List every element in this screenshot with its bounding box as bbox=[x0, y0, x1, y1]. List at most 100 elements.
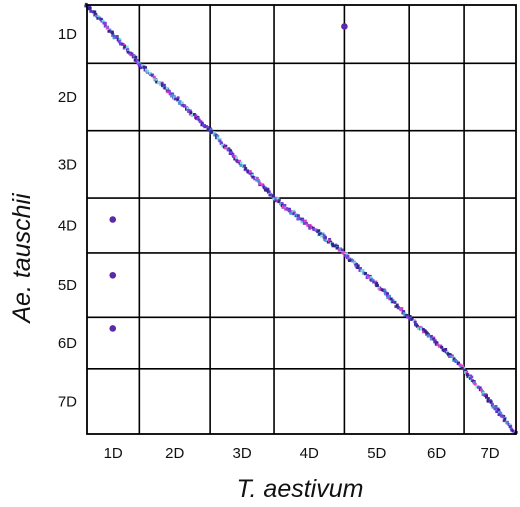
diagonal-point bbox=[348, 259, 351, 263]
diagonal-point bbox=[310, 226, 314, 230]
diagonal-point bbox=[304, 219, 307, 223]
diagonal-point bbox=[162, 83, 166, 87]
diagonal-point bbox=[183, 104, 187, 108]
x-axis-title: T. aestivum bbox=[237, 475, 364, 503]
diagonal-point bbox=[415, 324, 419, 328]
diagonal-point bbox=[144, 66, 147, 69]
outlier-point-4 bbox=[109, 325, 117, 332]
diagonal-point bbox=[351, 259, 355, 262]
diagonal-point bbox=[164, 86, 167, 90]
diagonal-point bbox=[495, 410, 499, 414]
diagonal-point bbox=[209, 128, 213, 132]
diagonal-point bbox=[239, 164, 243, 167]
diagonal-point bbox=[216, 136, 220, 140]
diagonal-point bbox=[146, 69, 150, 73]
x-tick-label: 2D bbox=[165, 445, 184, 462]
diagonal-point bbox=[491, 402, 494, 406]
diagonal-point bbox=[452, 357, 456, 361]
diagonal-point bbox=[487, 397, 490, 400]
diagonal-point bbox=[300, 220, 304, 224]
diagonal-point bbox=[116, 38, 120, 42]
diagonal-point bbox=[150, 73, 154, 77]
x-tick-labels: 1D 2D 3D 4D 5D 6D 7D bbox=[104, 445, 500, 462]
diagonal-point bbox=[190, 114, 194, 117]
diagonal-point bbox=[410, 317, 414, 321]
diagonal-point bbox=[478, 386, 482, 390]
off-diagonal-points bbox=[109, 23, 348, 332]
diagonal-point bbox=[266, 187, 270, 191]
diagonal-point bbox=[346, 254, 350, 258]
diagonal-point bbox=[173, 97, 177, 101]
diagonal-point bbox=[361, 268, 365, 272]
diagonal-point bbox=[250, 172, 254, 176]
diagonal-point bbox=[505, 421, 509, 425]
diagonal-point bbox=[170, 94, 173, 98]
diagonal-point bbox=[255, 178, 259, 182]
diagonal-point bbox=[356, 264, 360, 268]
diagonal-point bbox=[364, 272, 368, 275]
diagonal-point bbox=[353, 261, 357, 264]
diagonal-point bbox=[280, 202, 284, 205]
diagonal-point bbox=[393, 301, 397, 304]
outlier-point-3 bbox=[109, 271, 117, 279]
diagonal-point bbox=[369, 276, 373, 279]
diagonal-point bbox=[458, 363, 462, 367]
y-tick-label: 5D bbox=[58, 277, 77, 294]
diagonal-point bbox=[459, 365, 463, 368]
diagonal-point bbox=[486, 399, 490, 403]
diagonal-point bbox=[256, 177, 259, 180]
diagonal-point bbox=[274, 197, 277, 201]
outlier-point-2 bbox=[109, 216, 117, 223]
diagonal-point bbox=[359, 267, 363, 271]
diagonal-point bbox=[433, 340, 437, 343]
plot-border bbox=[86, 4, 517, 435]
diagonal-point bbox=[481, 393, 485, 397]
diagonal-point bbox=[317, 229, 321, 233]
diagonal-point bbox=[421, 328, 425, 331]
diagonal-point bbox=[333, 244, 337, 248]
diagonal-point bbox=[272, 197, 276, 201]
diagonal-point bbox=[394, 305, 398, 308]
diagonal-point bbox=[434, 342, 438, 346]
diagonal-point bbox=[167, 89, 171, 93]
diagonal-point bbox=[374, 280, 378, 284]
diagonal-point bbox=[405, 314, 409, 317]
diagonal-point bbox=[224, 146, 227, 150]
diagonal-point bbox=[436, 343, 440, 347]
diagonal-point bbox=[120, 42, 124, 46]
diagonal-point bbox=[101, 20, 105, 23]
diagonal-point bbox=[188, 112, 192, 116]
diagonal-point bbox=[339, 247, 342, 251]
diagonal-point bbox=[122, 46, 126, 50]
diagonal-point bbox=[365, 276, 369, 280]
diagonal-point bbox=[367, 275, 370, 279]
diagonal-point bbox=[125, 45, 129, 49]
diagonal-point bbox=[449, 355, 452, 358]
x-tick-label: 6D bbox=[427, 445, 446, 462]
diagonal-point bbox=[348, 257, 352, 261]
plot-frame bbox=[86, 4, 517, 435]
diagonal-point bbox=[126, 50, 130, 54]
diagonal-point bbox=[462, 366, 466, 370]
diagonal-point bbox=[391, 299, 395, 303]
diagonal-point bbox=[267, 190, 271, 194]
diagonal-point bbox=[206, 128, 210, 131]
diagonal-point bbox=[189, 111, 193, 115]
diagonal-point bbox=[378, 287, 382, 291]
diagonal-point bbox=[406, 315, 409, 319]
diagonal-point bbox=[226, 148, 230, 152]
diagonal-point bbox=[189, 109, 192, 113]
x-tick-label: 4D bbox=[300, 445, 319, 462]
x-tick-label: 1D bbox=[104, 445, 123, 462]
diagonal-point bbox=[96, 16, 100, 20]
diagonal-point bbox=[218, 139, 222, 143]
x-tick-label: 5D bbox=[367, 445, 386, 462]
diagonal-point bbox=[236, 160, 240, 164]
diagonal-point bbox=[366, 274, 370, 277]
diagonal-point bbox=[432, 337, 436, 341]
diagonal-point bbox=[320, 234, 323, 238]
diagonal-point bbox=[235, 156, 238, 160]
diagonal-point bbox=[318, 232, 321, 236]
diagonal-point bbox=[465, 373, 469, 377]
diagonal-point bbox=[477, 386, 480, 389]
